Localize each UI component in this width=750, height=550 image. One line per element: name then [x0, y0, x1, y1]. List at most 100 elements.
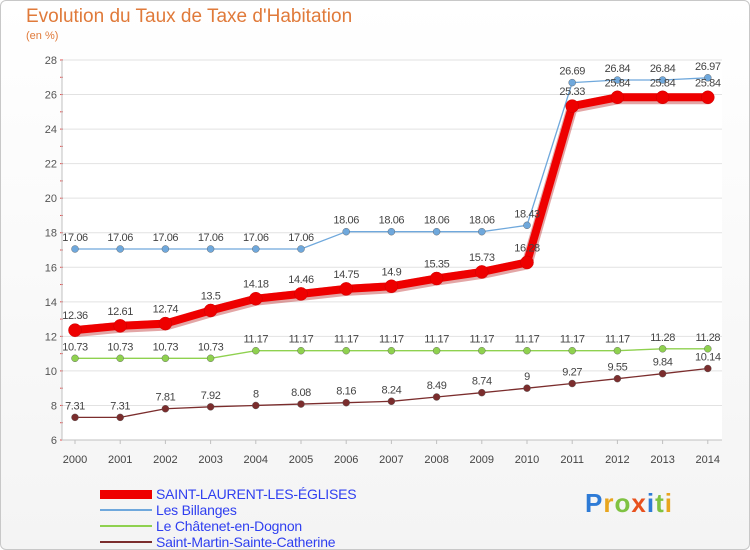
- data-point: [342, 347, 350, 355]
- data-point: [523, 384, 531, 392]
- data-point: [252, 401, 260, 410]
- data-label: 17.06: [153, 232, 179, 244]
- legend-item-saint-martin: Saint-Martin-Sainte-Catherine: [100, 534, 356, 550]
- data-point: [116, 413, 124, 422]
- data-point: [68, 323, 82, 337]
- data-point: [113, 319, 127, 333]
- x-tick-label: 2012: [605, 454, 629, 466]
- data-point: [704, 345, 712, 353]
- data-label: 11.17: [243, 334, 268, 346]
- logo-letter: o: [614, 488, 632, 518]
- data-point: [523, 221, 531, 230]
- data-label: 16.28: [514, 242, 540, 254]
- data-point: [297, 245, 305, 253]
- data-point: [704, 364, 712, 373]
- y-tick-label: 8: [51, 400, 57, 412]
- data-label: 25.33: [559, 86, 585, 98]
- legend-label: Saint-Martin-Sainte-Catherine: [156, 534, 336, 550]
- data-label: 7.31: [65, 400, 85, 412]
- data-label: 26.97: [695, 61, 721, 73]
- data-label: 18.06: [469, 215, 495, 227]
- data-point: [478, 227, 486, 236]
- data-label: 7.92: [201, 390, 221, 402]
- y-tick-label: 28: [45, 55, 57, 67]
- data-point: [206, 245, 215, 253]
- data-label: 9: [524, 371, 530, 383]
- unit-label: (en %): [26, 30, 59, 42]
- data-point: [655, 90, 670, 105]
- data-label: 11.17: [334, 334, 359, 346]
- data-label: 11.17: [515, 334, 540, 346]
- data-point: [610, 90, 625, 105]
- legend: SAINT-LAURENT-LES-ÉGLISES Les Billanges …: [100, 486, 357, 550]
- x-tick-label: 2003: [198, 454, 222, 466]
- data-label: 14.46: [288, 274, 314, 286]
- x-tick-label: 2013: [650, 454, 674, 466]
- data-point: [294, 287, 308, 301]
- data-label: 9.27: [562, 367, 582, 379]
- data-label: 12.36: [62, 310, 88, 322]
- data-point: [71, 354, 79, 362]
- data-label: 11.17: [605, 334, 630, 346]
- y-tick-label: 16: [45, 262, 57, 274]
- data-point: [658, 345, 667, 353]
- data-label: 8.24: [381, 384, 401, 396]
- data-label: 12.61: [107, 306, 133, 318]
- legend-swatch-les-billanges: [100, 509, 152, 511]
- data-point: [206, 354, 215, 362]
- data-point: [701, 90, 715, 105]
- data-label: 13.5: [201, 290, 221, 302]
- data-point: [613, 374, 622, 383]
- data-point: [342, 227, 350, 236]
- legend-label: SAINT-LAURENT-LES-ÉGLISES: [156, 486, 357, 502]
- legend-label: Les Billanges: [156, 502, 237, 518]
- data-label: 15.73: [469, 252, 495, 264]
- y-tick-label: 6: [51, 435, 57, 447]
- legend-swatch-chatenet: [100, 525, 152, 527]
- data-label: 25.84: [695, 77, 721, 89]
- data-point: [613, 76, 622, 84]
- data-label: 18.06: [379, 215, 405, 227]
- data-point: [297, 400, 305, 408]
- legend-swatch-saint-laurent: [100, 489, 152, 499]
- x-tick-label: 2000: [63, 454, 87, 466]
- data-point: [203, 303, 218, 318]
- data-label: 17.06: [198, 232, 224, 244]
- data-label: 7.81: [155, 392, 175, 404]
- data-point: [432, 393, 441, 401]
- logo-letter: r: [603, 488, 615, 518]
- data-label: 12.74: [153, 304, 179, 316]
- data-label: 8.08: [291, 387, 311, 399]
- x-tick-label: 2006: [334, 454, 358, 466]
- data-point: [565, 99, 579, 113]
- data-point: [475, 265, 489, 279]
- data-label: 26.84: [650, 63, 676, 75]
- data-point: [387, 347, 396, 355]
- data-point: [252, 245, 260, 253]
- logo-letter: i: [664, 488, 673, 518]
- x-tick-label: 2004: [244, 454, 268, 466]
- data-label: 10.73: [107, 341, 133, 353]
- y-tick-label: 12: [45, 331, 57, 343]
- data-label: 10.73: [62, 341, 88, 353]
- data-label: 8.49: [427, 380, 447, 392]
- y-tick-label: 14: [45, 297, 57, 309]
- data-label: 11.28: [650, 332, 675, 344]
- data-point: [342, 398, 350, 407]
- data-label: 14.9: [381, 266, 401, 278]
- y-tick-label: 18: [45, 228, 57, 240]
- data-point: [339, 282, 353, 296]
- data-point: [704, 74, 712, 82]
- data-label: 18.06: [333, 215, 359, 227]
- data-point: [249, 291, 263, 306]
- data-label: 26.69: [559, 66, 585, 78]
- data-point: [478, 347, 486, 355]
- legend-item-chatenet: Le Châtenet-en-Dognon: [100, 518, 356, 534]
- data-label: 17.06: [62, 232, 88, 244]
- data-label: 14.75: [333, 269, 359, 281]
- data-label: 15.35: [424, 259, 450, 271]
- y-tick-label: 24: [45, 124, 57, 136]
- data-point: [252, 347, 260, 355]
- data-point: [116, 354, 124, 362]
